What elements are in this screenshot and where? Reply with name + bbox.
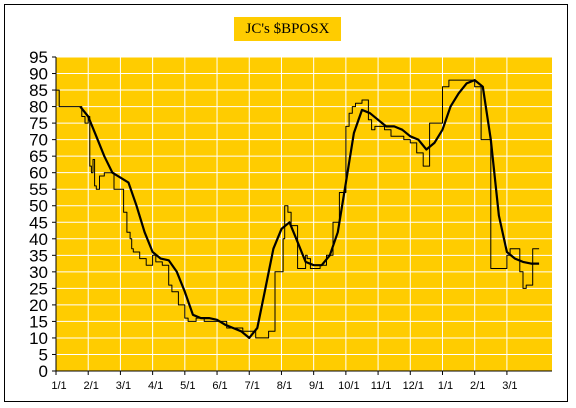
- x-tick-label: 1/1: [438, 380, 453, 392]
- y-tick-label: 70: [29, 131, 48, 150]
- y-tick-label: 50: [29, 197, 48, 216]
- x-tick-label: 2/1: [84, 380, 99, 392]
- x-tick-label: 12/1: [403, 380, 424, 392]
- x-tick-label: 6/1: [212, 380, 227, 392]
- y-tick-label: 15: [29, 312, 48, 331]
- x-tick-label: 3/1: [502, 380, 517, 392]
- plot-area: [56, 57, 552, 371]
- x-tick-label: 2/1: [470, 380, 485, 392]
- y-tick-label: 55: [29, 180, 48, 199]
- y-tick-label: 40: [29, 230, 48, 249]
- x-tick-label: 5/1: [180, 380, 195, 392]
- series-line-daily: [56, 79, 540, 339]
- y-tick-label: 80: [29, 98, 48, 117]
- y-tick-label: 0: [39, 362, 48, 381]
- axes: [52, 56, 552, 375]
- x-tick-label: 3/1: [116, 380, 131, 392]
- series-line-average: [79, 79, 540, 339]
- plot-background: [56, 57, 552, 371]
- y-tick-label: 60: [29, 164, 48, 183]
- y-tick-label: 20: [29, 296, 48, 315]
- y-tick-label: 75: [29, 114, 48, 133]
- grid: [56, 56, 552, 371]
- y-tick-label: 5: [39, 345, 48, 364]
- y-tick-label: 35: [29, 246, 48, 265]
- y-tick-label: 85: [29, 81, 48, 100]
- chart-title: JC's $BPOSX: [234, 17, 341, 41]
- y-tick-label: 10: [29, 329, 48, 348]
- x-tick-label: 4/1: [148, 380, 163, 392]
- x-tick-label: 8/1: [277, 380, 292, 392]
- x-tick-label: 11/1: [371, 380, 392, 392]
- y-tick-label: 25: [29, 279, 48, 298]
- y-tick-label: 90: [29, 65, 48, 84]
- x-tick-label: 10/1: [338, 380, 359, 392]
- series-lines: [56, 79, 540, 339]
- y-tick-label: 30: [29, 263, 48, 282]
- x-tick-label: 9/1: [309, 380, 324, 392]
- x-tick-labels: 1/1 2/1 3/1 4/1 5/1 6/1 7/1 8/1 9/1 10/1 11/1 12/1 1…: [51, 380, 517, 392]
- y-tick-label: 45: [29, 213, 48, 232]
- y-tick-label: 65: [29, 147, 48, 166]
- x-tick-label: 1/1: [51, 380, 66, 392]
- x-tick-label: 7/1: [245, 380, 260, 392]
- y-tick-label: 95: [29, 48, 48, 67]
